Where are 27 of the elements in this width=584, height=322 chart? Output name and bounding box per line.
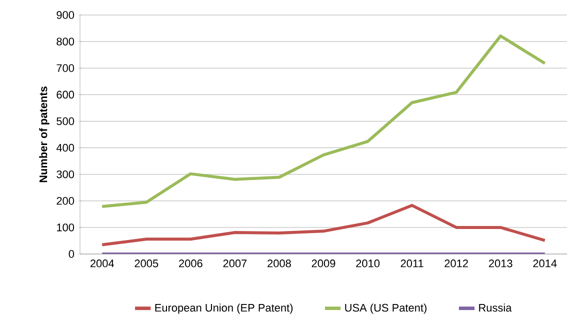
y-tick-label: 500 [56,117,74,126]
line-series [100,204,546,246]
y-tick-label: 200 [56,197,74,205]
legend-label: European Union (EP Patent) [155,304,293,314]
y-tick-label: 600 [56,90,74,99]
line-series [100,34,546,208]
x-tick-label: 2007 [223,260,247,268]
x-tick-label: 2012 [444,260,468,268]
y-tick-label: 700 [56,64,74,72]
y-tick-label: 900 [56,11,74,19]
x-tick-label: 2014 [533,260,557,268]
y-axis-title: Number of patents [39,86,50,182]
x-tick-label: 2006 [179,260,202,268]
x-tick-label: 2009 [312,260,336,268]
y-tick-label: 100 [57,224,74,232]
x-tick-label: 2011 [400,260,424,268]
legend-label: USA (US Patent) [345,304,426,314]
x-tick-label: 2005 [134,260,158,268]
x-tick-label: 2010 [356,260,380,268]
y-tick-label: 0 [68,250,74,258]
y-tick-label: 300 [56,170,74,178]
x-tick-label: 2004 [90,260,114,268]
x-tick-label: 2008 [268,260,291,268]
y-tick-label: 400 [56,144,74,152]
legend-label: Russia [479,304,512,312]
y-tick-label: 800 [56,38,74,46]
x-tick-label: 2013 [488,260,512,268]
